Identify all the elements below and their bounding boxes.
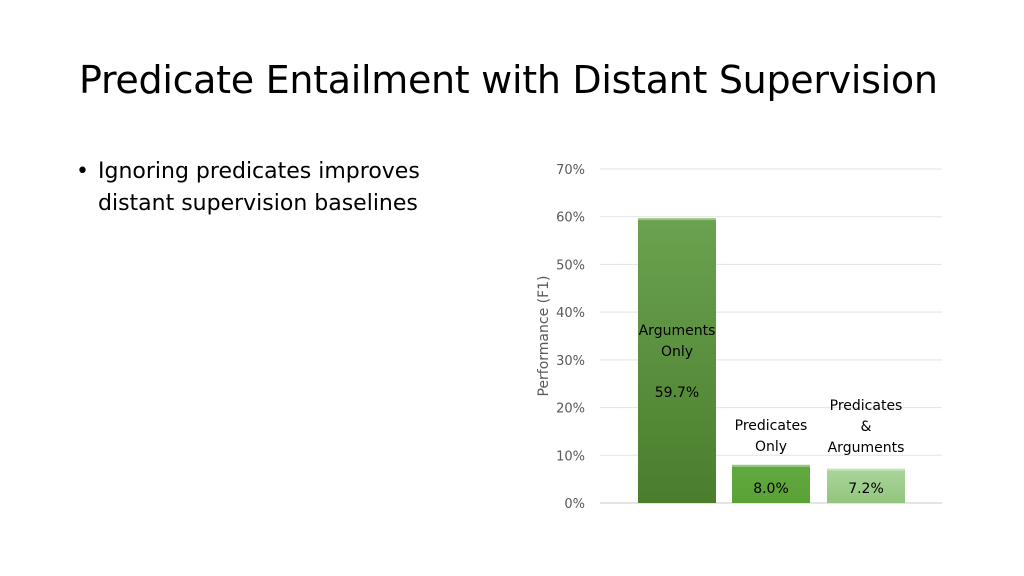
- category-label: Arguments: [639, 323, 716, 339]
- y-axis-ticks: 0% 10% 20% 30% 40% 50% 60% 70%: [556, 163, 585, 512]
- y-tick-label: 60%: [556, 211, 585, 226]
- bar: [732, 464, 810, 503]
- y-tick-label: 50%: [556, 258, 585, 273]
- bullet-line-2: distant supervision baselines: [98, 191, 418, 216]
- value-label: 59.7%: [655, 385, 699, 401]
- bullet-marker: •: [76, 159, 89, 184]
- category-label: Only: [661, 344, 693, 360]
- category-label: Arguments: [828, 440, 905, 456]
- bar: [638, 218, 716, 503]
- value-label: 7.2%: [848, 481, 884, 497]
- bars: [638, 218, 905, 503]
- value-label: 8.0%: [753, 481, 789, 497]
- y-tick-label: 10%: [556, 449, 585, 464]
- category-label: Only: [755, 439, 787, 455]
- y-tick-label: 70%: [556, 163, 585, 178]
- bullet-list: • Ignoring predicates improves distant s…: [76, 156, 496, 220]
- slide-title: Predicate Entailment with Distant Superv…: [79, 58, 938, 102]
- y-tick-label: 0%: [564, 497, 585, 512]
- bar: [827, 468, 905, 503]
- category-label: Predicates: [830, 398, 903, 414]
- category-label: Predicates: [735, 418, 808, 434]
- bullet-item: • Ignoring predicates improves distant s…: [76, 156, 496, 220]
- y-tick-label: 20%: [556, 402, 585, 417]
- y-axis-label: Performance (F1): [536, 275, 552, 396]
- y-tick-label: 40%: [556, 306, 585, 321]
- bullet-line-1: Ignoring predicates improves: [98, 159, 420, 184]
- bar-labels: Arguments Only 59.7% Predicates Only 8.0% Pred…: [639, 323, 905, 497]
- category-label: &: [861, 419, 872, 435]
- y-tick-label: 30%: [556, 354, 585, 369]
